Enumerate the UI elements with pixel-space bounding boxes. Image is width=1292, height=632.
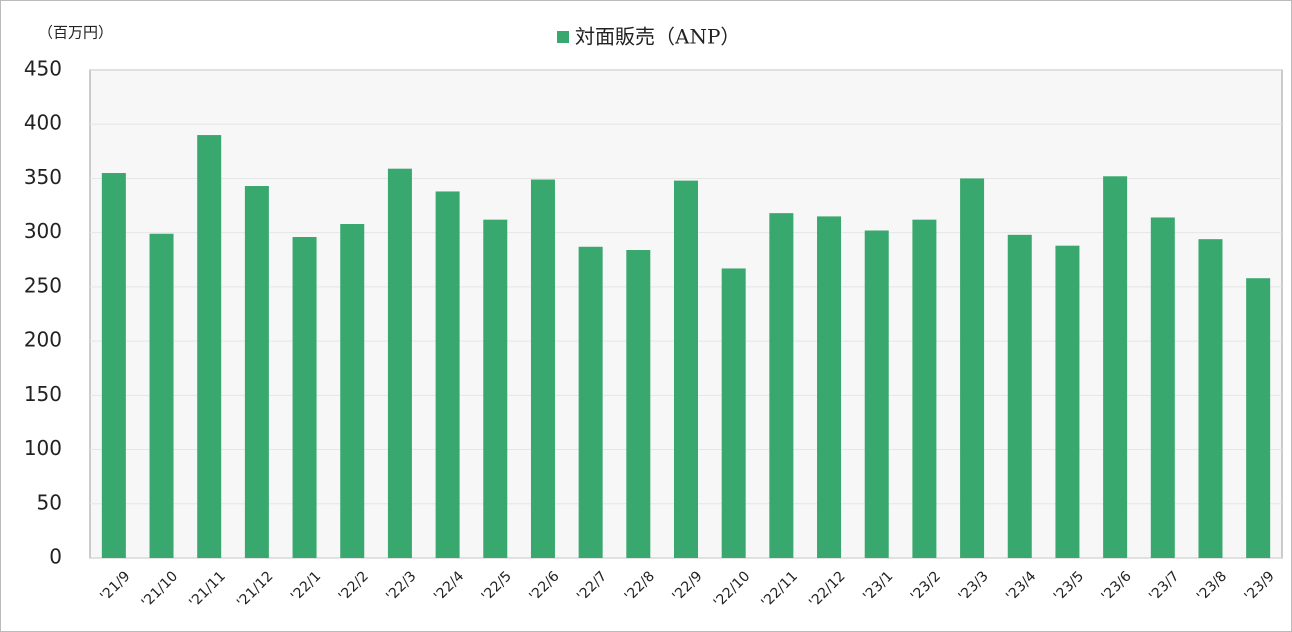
bar — [197, 135, 222, 559]
y-tick-label: 400 — [24, 111, 62, 135]
bar — [817, 216, 842, 558]
y-tick-label: 200 — [24, 328, 62, 352]
bar — [149, 233, 174, 559]
y-tick-label: 300 — [24, 219, 62, 243]
bar — [1103, 176, 1128, 558]
bar — [626, 250, 651, 559]
y-tick-label: 350 — [24, 165, 62, 189]
bar — [435, 191, 460, 559]
bar — [912, 219, 937, 559]
bar — [960, 178, 985, 558]
legend-label: 対面販売（ANP） — [575, 25, 740, 49]
bar — [387, 168, 412, 558]
bar — [578, 246, 603, 558]
bar — [1007, 234, 1032, 558]
y-tick-label: 0 — [49, 545, 62, 569]
bar — [1246, 278, 1271, 558]
unit-label: （百万円） — [38, 24, 113, 42]
y-tick-label: 150 — [24, 382, 62, 406]
bar — [101, 173, 126, 558]
bar — [1055, 245, 1080, 558]
y-tick-label: 450 — [24, 57, 62, 81]
bar — [1198, 239, 1223, 558]
y-tick-label: 250 — [24, 273, 62, 297]
bar — [674, 180, 698, 558]
legend-swatch — [557, 31, 569, 43]
bar — [1150, 217, 1175, 559]
bar — [244, 186, 269, 558]
bar — [340, 223, 365, 559]
y-tick-label: 50 — [37, 490, 62, 514]
bar — [769, 213, 794, 558]
bar — [721, 268, 746, 558]
bar — [530, 179, 555, 559]
y-tick-label: 100 — [24, 436, 62, 460]
bar — [292, 237, 317, 558]
bar — [483, 219, 508, 559]
bar — [864, 230, 889, 558]
